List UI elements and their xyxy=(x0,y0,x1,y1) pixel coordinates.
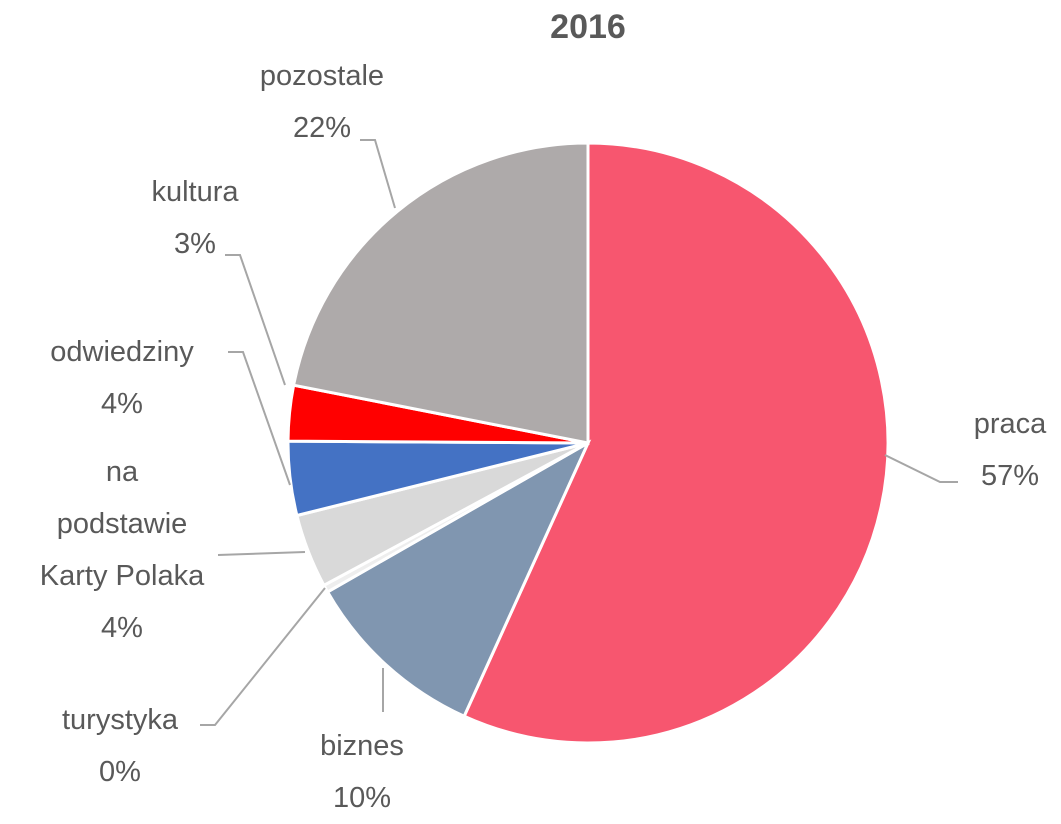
value-label: 4% xyxy=(101,388,143,420)
data-label: kultura 3% xyxy=(151,166,238,270)
data-label: turystyka 0% xyxy=(62,694,178,798)
leader-line xyxy=(217,551,306,556)
pie-slice xyxy=(462,141,890,745)
data-label: biznes 10% xyxy=(320,720,404,824)
category-label: pozostale xyxy=(259,60,385,92)
category-label: odwiedziny xyxy=(50,336,194,368)
pie-slice xyxy=(325,439,592,719)
chart-title: 2016 xyxy=(550,8,626,46)
value-label: 4% xyxy=(101,612,143,644)
value-label: 22% xyxy=(292,112,352,144)
value-label: 0% xyxy=(99,756,141,788)
value-label: 57% xyxy=(980,460,1040,492)
data-label: praca 57% xyxy=(974,398,1047,502)
category-label: na podstawie Karty Polaka xyxy=(39,456,205,592)
data-label: odwiedziny 4% xyxy=(50,326,193,430)
leader-line xyxy=(225,254,286,386)
category-label: kultura xyxy=(151,176,239,208)
value-label: 3% xyxy=(174,228,216,260)
leader-line xyxy=(228,351,291,486)
leader-line xyxy=(360,139,396,209)
pie-slice xyxy=(291,141,590,445)
data-label: na podstawie Karty Polaka 4% xyxy=(40,446,204,654)
category-label: praca xyxy=(973,408,1047,440)
category-label: turystyka xyxy=(61,704,179,736)
leader-line xyxy=(200,587,326,726)
leader-line xyxy=(884,454,958,483)
value-label: 10% xyxy=(332,782,392,814)
category-label: biznes xyxy=(320,730,404,762)
data-label: pozostale 22% xyxy=(260,50,384,154)
